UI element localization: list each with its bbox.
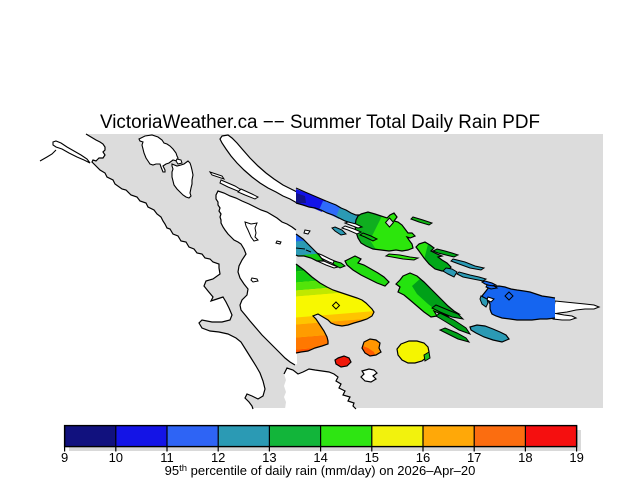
svg-text:10: 10 [109,450,123,465]
svg-text:18: 18 [518,450,532,465]
svg-text:95th percentile of daily rain: 95th percentile of daily rain (mm/day) o… [165,463,476,478]
svg-text:15: 15 [365,450,379,465]
svg-text:9: 9 [61,450,68,465]
svg-text:19: 19 [569,450,583,465]
svg-text:14: 14 [313,450,327,465]
svg-text:11: 11 [160,450,174,465]
svg-text:12: 12 [211,450,225,465]
svg-text:16: 16 [416,450,430,465]
svg-text:VictoriaWeather.ca −− Summer T: VictoriaWeather.ca −− Summer Total Daily… [100,112,540,133]
svg-text:17: 17 [467,450,481,465]
svg-text:13: 13 [262,450,276,465]
